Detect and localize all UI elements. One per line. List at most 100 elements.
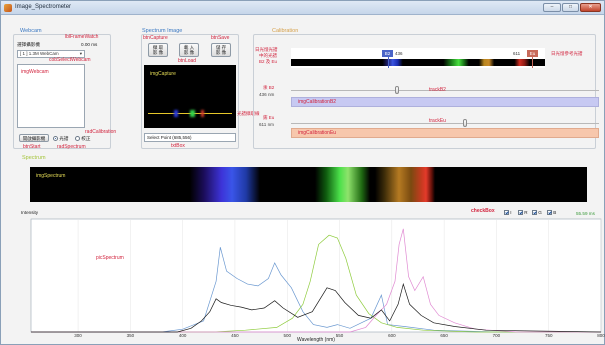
check-b[interactable]: B [547,209,556,215]
x-tick-label: 550 [336,333,344,338]
b2-label: 汞 B2 [263,85,275,90]
x-tick-label: 700 [493,333,501,338]
eu-nm: 611 nm [259,122,274,127]
track-eu-thumb[interactable] [463,119,467,127]
calibration-group [253,34,596,149]
track-b2[interactable] [291,90,599,91]
check-i-box [504,210,509,215]
calibration-b2-image: imgCalibrationB2 [291,97,599,107]
x-tick-label: 750 [545,333,553,338]
reference-spectrum: B2 436 611 Eu [291,48,545,68]
spectrum-image-name: imgSpectrum [36,173,66,179]
capture-band-green [190,110,195,117]
title-bar: Image_Spectrometer – □ ✕ [1,1,604,15]
check-r[interactable]: R [518,209,528,215]
track-eu[interactable] [291,123,599,124]
rad-spectrum-name: radSpectrum [57,144,86,150]
chevron-down-icon: ▾ [79,51,82,56]
spectrum-image[interactable]: imgSpectrum [30,167,587,202]
capture-button[interactable]: 擷 取 影 像 [148,43,168,57]
webcam-select[interactable]: [ 1 ] 1.3M WebCam ▾ [17,50,85,58]
spectrum-plot[interactable]: 300 350 400 450 500 550 600 650 700 750 800 Wavele… [1,214,605,345]
radio-calibration-dot [75,136,80,141]
plot-area [30,218,602,333]
series-line-2 [31,228,601,333]
x-tick-label: 400 [179,333,187,338]
intensity-label: Intensity [21,210,39,215]
btn-capture-name: btnCapture [143,35,168,41]
maximize-button[interactable]: □ [562,3,579,12]
start-webcam-button[interactable]: 開啟攝影機 [19,134,49,142]
frame-watch-name: lblFrameWatch [65,34,99,40]
track-b2-name: trackB2 [429,87,446,93]
rad-calibration-name: radCalibration [85,129,117,135]
series-line-1 [31,234,601,333]
ref-label-2: 中的光譜 [259,53,277,58]
x-tick-label: 300 [74,333,82,338]
reference-spectrum-strip [291,59,545,66]
x-tick-label: 500 [283,333,291,338]
ref-label-3: B2 及 Eu [259,59,278,64]
save-button[interactable]: 儲 存 影 像 [211,43,231,57]
check-b-box [547,210,552,215]
ref-label-1: 日光燈光譜 [255,47,278,52]
select-webcam-label: 選擇攝影機 [17,42,40,47]
calibration-title: Calibration [271,28,300,34]
marker-b2[interactable]: B2 [382,50,393,57]
window-title: Image_Spectrometer [15,4,72,10]
marker-eu[interactable]: Eu [527,50,538,57]
eu-marker-line [532,57,533,68]
radio-spectrum-dot [53,136,58,141]
load-button[interactable]: 載 入 影 像 [179,43,199,57]
b2-marker-line [388,57,389,68]
capture-image[interactable]: imgCapture [144,65,236,128]
marker-eu-value: 611 [513,51,521,56]
checkbox-name: checkBox [471,208,495,214]
radio-spectrum-label: 光譜 [59,136,69,141]
check-i[interactable]: I [504,209,512,215]
series-line-0 [31,247,601,333]
x-tick-label: 650 [440,333,448,338]
eu-label: 銪 Eu [263,115,275,120]
check-g-box [532,210,537,215]
plot-lines [31,228,602,333]
webcam-image-name: imgWebcam [21,69,49,75]
radio-spectrum[interactable]: 光譜 [53,135,68,142]
capture-band-red [201,110,204,117]
track-eu-name: trackEu [429,118,446,124]
x-tick-label: 800 [597,333,605,338]
spectrum-image-group [141,34,239,149]
radio-calibration-label: 校正 [81,136,91,141]
calibration-eu-image: imgCalibrationEu [291,128,599,138]
app-icon [4,4,12,12]
close-button[interactable]: ✕ [580,3,601,12]
pic-spectrum-name: picSpectrum [96,255,124,261]
x-tick-label: 600 [388,333,396,338]
capture-line-note: 光譜擷取線 [237,111,260,116]
b2-nm: 436 nm [259,92,275,97]
ref-spectrum-label: 日光燈參考光譜 [551,51,583,56]
spectrum-band-blue [190,167,260,202]
spectrum-band-red [375,167,435,202]
minimize-button[interactable]: – [543,3,561,12]
check-r-box [518,210,523,215]
check-b-label: B [553,210,557,215]
x-tick-label: 450 [231,333,239,338]
webcam-select-value: [ 1 ] 1.3M WebCam [20,51,59,56]
series-line-3 [31,282,602,333]
start-button-name: btnStart [23,144,41,150]
btn-save-name: btnSave [211,35,230,41]
radio-calibration[interactable]: 校正 [75,135,90,142]
check-g-label: G [538,210,542,215]
btn-load-name: btnLoad [178,58,197,64]
check-g[interactable]: G [532,209,542,215]
check-r-label: R [524,210,528,215]
select-point-text[interactable]: Select Point (685,556) [144,133,236,142]
spectrum-image-title: Spectrum Image [141,28,184,34]
marker-b2-value: 436 [395,51,403,56]
frame-watch-value: 0.00 ms [81,42,98,47]
calibration-b2-name: imgCalibrationB2 [298,99,337,105]
capture-band-blue [174,110,178,117]
track-b2-thumb[interactable] [395,86,399,94]
